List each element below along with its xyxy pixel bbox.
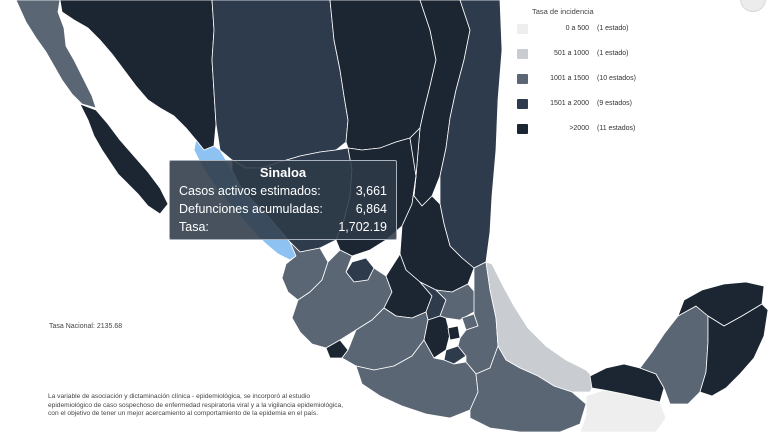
state-tooltip: Sinaloa Casos activos estimados: 3,661 D… <box>169 160 397 240</box>
legend-count: (1 estado) <box>597 50 629 57</box>
tooltip-row-active-cases: Casos activos estimados: 3,661 <box>179 184 387 202</box>
state-san-luis-potosi[interactable] <box>399 127 475 293</box>
state-baja-california[interactable] <box>15 0 97 109</box>
tooltip-value: 1,702.19 <box>338 220 387 234</box>
state-baja-california-sur[interactable] <box>79 103 169 215</box>
legend-count: (9 estados) <box>597 100 633 107</box>
state-quintana-roo[interactable] <box>699 303 768 397</box>
legend-swatch <box>517 74 528 84</box>
state-morelos[interactable] <box>443 345 467 365</box>
legend-range: 0 a 500 <box>565 25 589 32</box>
legend-title: Tasa de incidencia <box>532 7 594 16</box>
state-yucatan[interactable] <box>677 281 765 327</box>
legend-item: 1501 a 2000 (9 estados) <box>517 99 757 111</box>
legend-range: >2000 <box>569 125 589 132</box>
tooltip-value: 3,661 <box>355 184 387 198</box>
footnote-line: con el objetivo de tener un mejor acerca… <box>48 410 319 418</box>
legend-swatch <box>517 124 528 134</box>
legend-item: 0 a 500 (1 estado) <box>517 24 757 36</box>
footnote: La variable de asociación y dictaminació… <box>48 393 428 419</box>
state-chihuahua[interactable] <box>211 0 349 169</box>
state-tabasco[interactable] <box>589 363 665 403</box>
tooltip-label: Tasa: <box>179 220 209 234</box>
legend-swatch <box>517 24 528 34</box>
tooltip-label: Casos activos estimados: <box>179 184 321 198</box>
footnote-line: La variable de asociación y dictaminació… <box>48 393 311 400</box>
legend-item: 1001 a 1500 (10 estados) <box>517 74 757 86</box>
legend-range: 1501 a 2000 <box>550 100 589 107</box>
state-cdmx[interactable] <box>447 325 461 341</box>
legend-count: (10 estados) <box>597 75 636 82</box>
legend-item: 501 a 1000 (1 estado) <box>517 49 757 61</box>
legend-range: 1001 a 1500 <box>550 75 589 82</box>
legend-count: (11 estados) <box>597 125 636 132</box>
legend-swatch <box>517 49 528 59</box>
tooltip-row-rate: Tasa: 1,702.19 <box>179 220 387 238</box>
tooltip-label: Defunciones acumuladas: <box>179 202 323 216</box>
tooltip-value: 6,864 <box>355 202 387 216</box>
tooltip-state-name: Sinaloa <box>259 165 307 180</box>
legend-count: (1 estado) <box>597 25 629 32</box>
legend-item: >2000 (11 estados) <box>517 124 757 136</box>
national-rate: Tasa Nacional: 2135.68 <box>49 323 123 330</box>
state-sonora[interactable] <box>59 0 217 151</box>
legend-swatch <box>517 99 528 109</box>
state-guerrero[interactable] <box>355 339 479 419</box>
tooltip-row-deaths: Defunciones acumuladas: 6,864 <box>179 202 387 220</box>
footnote-line: epidemiológico de caso sospechoso de enf… <box>48 401 344 409</box>
legend-range: 501 a 1000 <box>553 50 589 57</box>
